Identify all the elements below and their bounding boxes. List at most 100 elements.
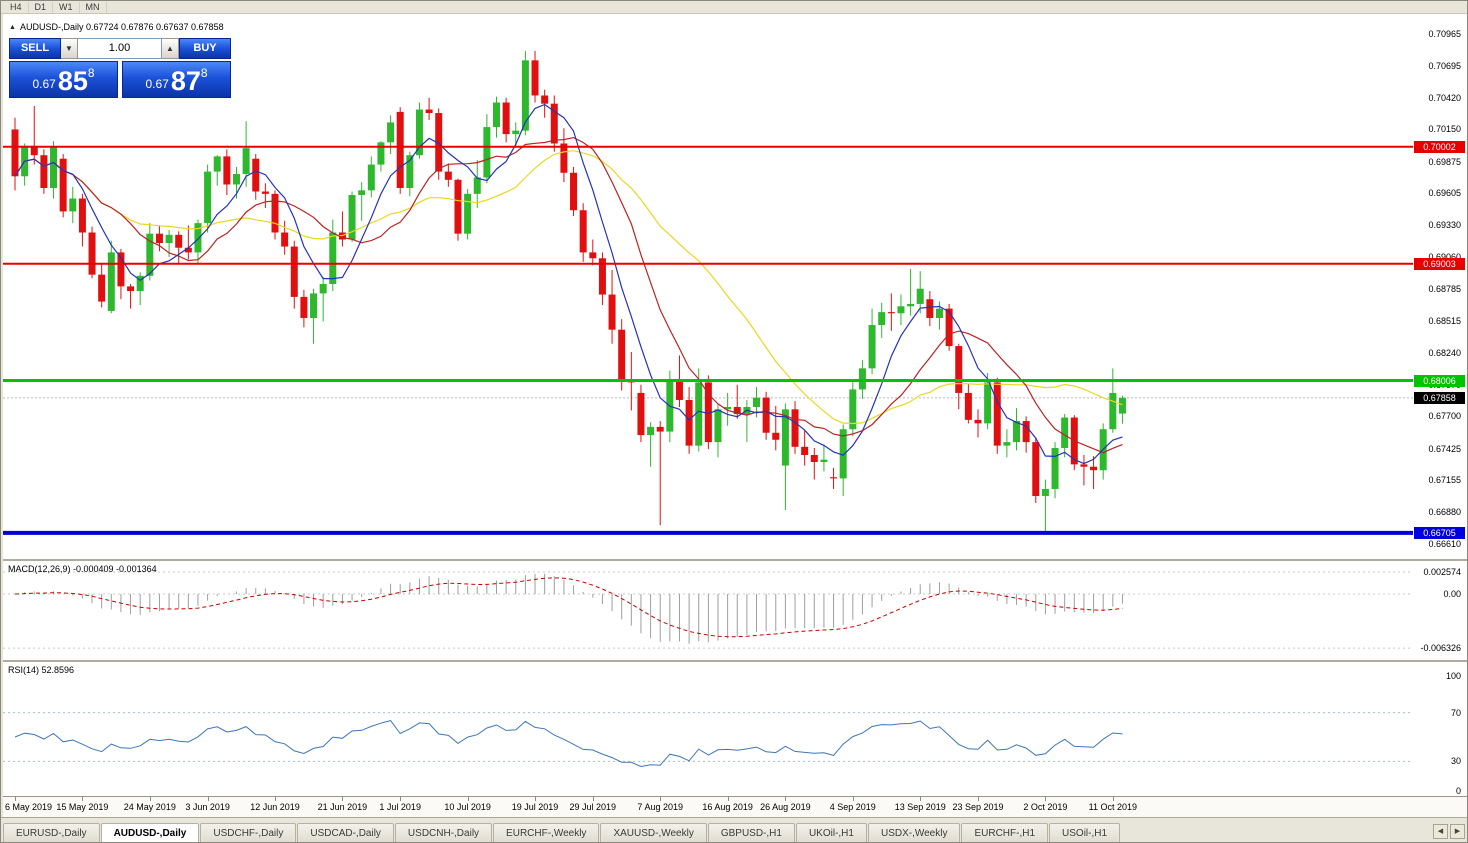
chart-tab[interactable]: UKOil-,H1 [795, 823, 867, 842]
period-button-mn[interactable]: MN [80, 1, 107, 13]
buy-price-button[interactable]: 0.67 87 8 [122, 61, 231, 98]
one-click-toggle-icon[interactable]: ▲ [9, 23, 16, 31]
macd-panel[interactable]: MACD(12,26,9) -0.000409 -0.001364 0.0025… [3, 559, 1467, 660]
date-label: 21 Jun 2019 [317, 802, 368, 812]
sell-price-button[interactable]: 0.67 85 8 [9, 61, 118, 98]
date-tick [852, 797, 854, 801]
date-tick [82, 797, 84, 801]
macd-scale-label: -0.006326 [1420, 643, 1461, 654]
chart-tab[interactable]: GBPUSD-,H1 [707, 823, 795, 842]
buy-price-prefix: 0.67 [145, 77, 169, 91]
price-axis-label: 0.69060 [1428, 252, 1461, 262]
chart-tab[interactable]: USDCAD-,Daily [297, 823, 394, 842]
buy-button[interactable]: BUY [179, 38, 231, 59]
rsi-panel[interactable]: RSI(14) 52.8596 100 70 30 0 [3, 660, 1467, 796]
date-label: 16 Aug 2019 [702, 802, 753, 812]
period-button-w1[interactable]: W1 [53, 1, 80, 13]
tab-scroll-left-icon[interactable]: ◀ [1433, 824, 1448, 839]
date-axis: 6 May 2019 15 May 2019 24 May 2019 3 Jun 20… [3, 796, 1467, 817]
date-label: 3 Jun 2019 [185, 802, 230, 812]
price-axis-label: 0.70150 [1428, 124, 1461, 135]
tab-scroll-buttons: ◀ ▶ [1433, 824, 1467, 842]
date-label: 24 May 2019 [123, 802, 176, 812]
date-tick [15, 797, 16, 801]
price-axis-label: 0.69875 [1428, 156, 1461, 167]
rsi-scale-label: 30 [1450, 756, 1461, 767]
period-toolbar: H4 D1 W1 MN [1, 1, 1467, 14]
price-axis-label: 0.69605 [1428, 188, 1461, 199]
date-tick [149, 797, 151, 801]
chart-title: ▲ AUDUSD-,Daily 0.67724 0.67876 0.67637 … [9, 22, 224, 32]
chart-tabs: EURUSD-,Daily AUDUSD-,Daily USDCHF-,Daily U… [3, 818, 1121, 842]
sell-price-sup: 8 [87, 66, 95, 80]
volume-decrease-button[interactable]: ▼ [61, 38, 78, 59]
sell-button[interactable]: SELL [9, 38, 61, 59]
price-axis-label: 0.69330 [1428, 220, 1461, 231]
chart-tab[interactable]: EURUSD-,Daily [3, 823, 100, 842]
price-axis-label: 0.66880 [1428, 507, 1461, 518]
date-label: 26 Aug 2019 [760, 802, 811, 812]
price-axis-label: 0.70965 [1428, 29, 1461, 39]
sell-price-prefix: 0.67 [32, 77, 56, 91]
one-click-trading-panel: SELL ▼ 1.00 ▲ BUY 0.67 85 8 0.67 87 8 [9, 38, 231, 98]
date-tick [400, 797, 402, 801]
sell-price-big: 85 [57, 66, 88, 96]
date-label: 4 Sep 2019 [829, 802, 876, 812]
period-button-d1[interactable]: D1 [29, 1, 54, 13]
rsi-scale-label: 70 [1450, 707, 1461, 718]
date-tick [978, 797, 979, 801]
price-line-label: 0.66705 [1414, 526, 1465, 539]
date-tick [727, 797, 729, 801]
price-line-label: 0.70002 [1414, 140, 1465, 153]
rsi-scale-label: 0 [1455, 786, 1461, 796]
period-button-h4[interactable]: H4 [4, 1, 29, 13]
date-tick [467, 797, 469, 801]
date-tick [660, 797, 662, 801]
macd-scale-label: 0.00 [1443, 589, 1461, 599]
date-tick [1045, 797, 1047, 801]
chart-tab[interactable]: USDCNH-,Daily [394, 823, 493, 842]
chart-tab[interactable]: USDX-,Weekly [867, 823, 961, 842]
date-tick [785, 797, 787, 801]
date-label: 12 Jun 2019 [250, 802, 300, 812]
date-label: 15 May 2019 [56, 802, 109, 812]
price-axis-label: 0.67425 [1428, 443, 1461, 454]
chart-tab[interactable]: USOil-,H1 [1049, 823, 1121, 842]
date-tick [1112, 797, 1114, 801]
date-label: 29 Jul 2019 [569, 802, 617, 812]
macd-scale-label: 0.002574 [1423, 567, 1461, 577]
chart-tab-bar: EURUSD-,Daily AUDUSD-,Daily USDCHF-,Daily U… [1, 817, 1467, 842]
price-axis-label: 0.66610 [1428, 539, 1461, 549]
date-tick [275, 797, 276, 801]
macd-label: MACD(12,26,9) -0.000409 -0.001364 [8, 564, 157, 574]
date-label: 13 Sep 2019 [894, 802, 946, 812]
price-axis-label: 0.67700 [1428, 411, 1461, 422]
date-tick [920, 797, 922, 801]
date-tick [342, 797, 344, 801]
price-line-label: 0.69003 [1414, 257, 1465, 270]
date-tick [207, 797, 209, 801]
candlestick-chart[interactable] [3, 14, 1413, 559]
date-label: 11 Oct 2019 [1088, 802, 1137, 812]
date-label: 7 Aug 2019 [637, 802, 683, 812]
date-label: 2 Oct 2019 [1023, 802, 1068, 812]
chart-tab[interactable]: USDCHF-,Daily [200, 823, 297, 842]
chart-tab[interactable]: AUDUSD-,Daily [100, 823, 200, 842]
chart-tab[interactable]: EURCHF-,Weekly [493, 823, 600, 842]
price-chart-panel[interactable]: ▲ AUDUSD-,Daily 0.67724 0.67876 0.67637 … [3, 14, 1467, 559]
tab-scroll-right-icon[interactable]: ▶ [1450, 824, 1465, 839]
price-axis-label: 0.70695 [1428, 60, 1461, 71]
rsi-chart[interactable] [3, 662, 1413, 796]
macd-chart[interactable] [3, 561, 1413, 660]
volume-input[interactable]: 1.00 [78, 38, 162, 59]
chart-tab[interactable]: EURCHF-,H1 [961, 823, 1049, 842]
volume-increase-button[interactable]: ▲ [162, 38, 179, 59]
date-label: 23 Sep 2019 [952, 802, 1004, 812]
date-label: 19 Jul 2019 [511, 802, 559, 812]
chart-tab[interactable]: XAUUSD-,Weekly [600, 823, 707, 842]
buy-price-big: 87 [170, 66, 201, 96]
chart-ohlc-title: AUDUSD-,Daily 0.67724 0.67876 0.67637 0.… [19, 22, 224, 32]
date-label: 10 Jul 2019 [444, 802, 491, 812]
price-axis-label: 0.68240 [1428, 348, 1461, 359]
